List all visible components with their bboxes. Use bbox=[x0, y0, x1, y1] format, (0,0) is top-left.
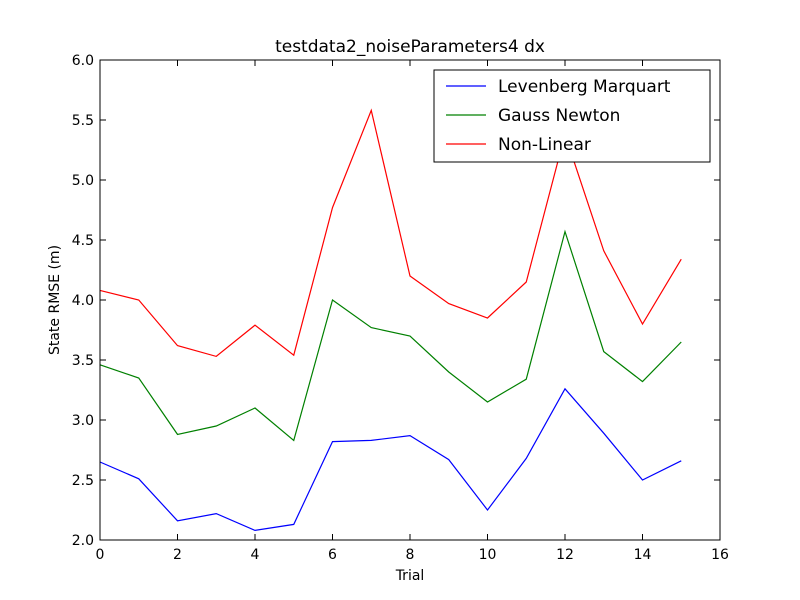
x-tick-label: 12 bbox=[556, 547, 574, 563]
x-tick-label: 10 bbox=[479, 547, 497, 563]
x-tick-label: 2 bbox=[173, 547, 182, 563]
series-line-levenberg-marquart bbox=[99, 387, 682, 532]
y-tick-label: 5.5 bbox=[72, 113, 94, 129]
y-tick-label: 2.5 bbox=[72, 473, 94, 489]
y-axis-label: State RMSE (m) bbox=[47, 245, 63, 355]
x-tick-label: 16 bbox=[711, 547, 729, 563]
legend-label-gauss-newton: Gauss Newton bbox=[498, 106, 620, 126]
legend-box bbox=[433, 69, 711, 163]
y-tick-label: 3.5 bbox=[72, 353, 94, 369]
y-tick-label: 4.5 bbox=[72, 233, 94, 249]
chart-title: testdata2_noiseParameters4 dx bbox=[275, 37, 545, 57]
y-tick-label: 3.0 bbox=[72, 413, 94, 429]
y-tick-label: 6.0 bbox=[72, 53, 94, 69]
x-axis-label: Trial bbox=[395, 568, 425, 584]
x-tick-label: 14 bbox=[634, 547, 652, 563]
x-tick-label: 6 bbox=[328, 547, 337, 563]
y-tick-label: 4.0 bbox=[72, 293, 94, 309]
y-tick-label: 5.0 bbox=[72, 173, 94, 189]
x-tick-label: 0 bbox=[96, 547, 105, 563]
series-line-gauss-newton bbox=[99, 229, 682, 442]
x-tick-label: 4 bbox=[251, 547, 260, 563]
y-tick-label: 2.0 bbox=[72, 533, 94, 549]
legend-label-levenberg-marquart: Levenberg Marquart bbox=[498, 77, 671, 97]
series-line-non-linear bbox=[99, 108, 682, 358]
legend: Levenberg Marquart Gauss Newton Non-Linear bbox=[433, 69, 711, 163]
legend-label-non-linear: Non-Linear bbox=[498, 135, 591, 155]
x-tick-label: 8 bbox=[406, 547, 415, 563]
